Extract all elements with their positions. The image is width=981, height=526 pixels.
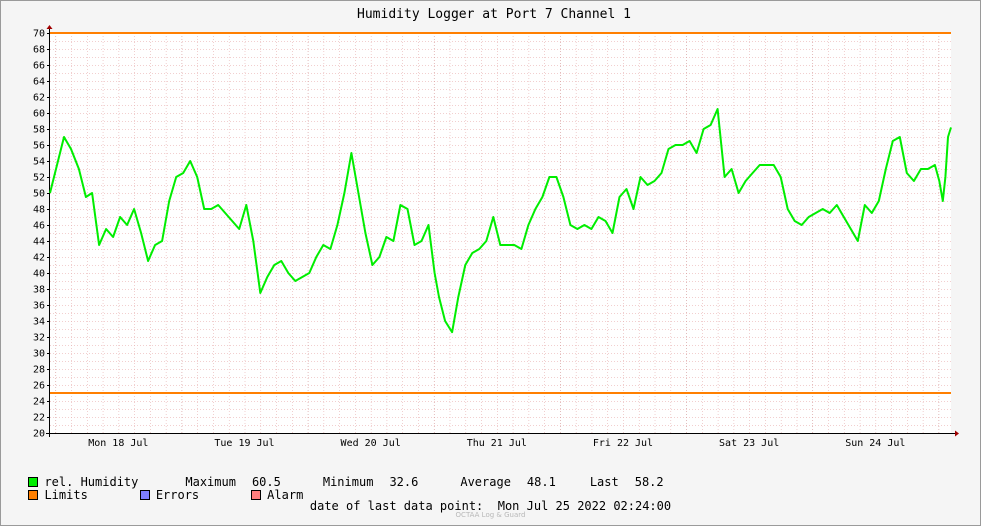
y-tick-label: 30 <box>33 349 45 360</box>
alarm-swatch-icon <box>251 490 262 500</box>
y-tick-label: 26 <box>33 381 45 392</box>
y-tick-label: 64 <box>33 77 45 88</box>
y-tick-label: 66 <box>33 61 45 72</box>
x-tick-label: Sat 23 Jul <box>719 438 779 449</box>
y-tick-label: 34 <box>33 317 45 328</box>
maximum-value: 60.5 <box>251 475 281 489</box>
x-tick-label: Mon 18 Jul <box>88 438 148 449</box>
limits-swatch-icon <box>28 490 39 500</box>
x-tick-label: Tue 19 Jul <box>214 438 274 449</box>
credit-text: OCTAA Log & Guard <box>455 511 526 519</box>
y-tick-label: 44 <box>33 237 45 248</box>
legend-row-status: Limits Errors Alarm <box>14 476 303 502</box>
y-tick-label: 52 <box>33 173 45 184</box>
y-tick-label: 54 <box>33 157 45 168</box>
y-tick-label: 28 <box>33 365 45 376</box>
chart-title: Humidity Logger at Port 7 Channel 1 <box>357 7 631 22</box>
errors-swatch-icon <box>139 490 150 500</box>
last-point-label: date of last data point: <box>309 499 484 513</box>
y-tick-label: 24 <box>33 397 45 408</box>
limit-lines <box>50 32 951 394</box>
limits-label: Limits <box>44 488 88 502</box>
y-tick-label: 36 <box>33 301 45 312</box>
y-tick-label: 68 <box>33 45 45 56</box>
y-tick-label: 40 <box>33 269 45 280</box>
legend-row-stats: rel. Humidity Maximum 60.5 Minimum 32.6 Avera… <box>14 463 664 489</box>
maximum-label: Maximum <box>185 475 236 489</box>
y-tick-label: 32 <box>33 333 45 344</box>
errors-label: Errors <box>155 488 200 502</box>
humidity-series-line <box>49 108 952 334</box>
x-axis-arrow-icon <box>955 430 959 437</box>
alarm-label: Alarm <box>267 488 304 502</box>
minimum-value: 32.6 <box>389 475 419 489</box>
y-axis-arrow-icon <box>46 25 53 29</box>
last-label: Last <box>589 475 619 489</box>
series-layer <box>49 108 952 334</box>
last-data-point: date of last data point: Mon Jul 25 2022… <box>0 499 981 513</box>
y-axis-ticks: 20 22 24 26 28 30 32 34 36 38 40 42 44 46 48 50 52 54 56 58… <box>33 29 50 440</box>
x-tick-label: Thu 21 Jul <box>467 438 527 449</box>
y-tick-label: 20 <box>33 429 45 440</box>
y-tick-label: 42 <box>33 253 45 264</box>
humidity-swatch-icon <box>28 477 39 487</box>
x-tick-label: Fri 22 Jul <box>593 438 653 449</box>
y-tick-label: 46 <box>33 221 45 232</box>
x-tick-label: Wed 20 Jul <box>341 438 401 449</box>
average-label: Average <box>460 475 511 489</box>
x-tick-label: Sun 24 Jul <box>845 438 905 449</box>
x-axis-ticks: Mon 18 Jul Tue 19 Jul Wed 20 Jul Thu 21 Jul… <box>88 438 905 449</box>
y-tick-label: 48 <box>33 205 45 216</box>
minimum-label: Minimum <box>322 475 374 489</box>
y-tick-label: 56 <box>33 141 45 152</box>
y-tick-label: 60 <box>33 109 45 120</box>
y-tick-label: 58 <box>33 125 45 136</box>
plot-area <box>50 33 951 433</box>
average-value: 48.1 <box>526 475 556 489</box>
last-point-value: Mon Jul 25 2022 02:24:00 <box>497 499 672 513</box>
y-tick-label: 50 <box>33 189 45 200</box>
legend-series-label: rel. Humidity <box>44 475 139 489</box>
grid <box>50 33 951 433</box>
last-value: 58.2 <box>634 475 664 489</box>
y-tick-label: 38 <box>33 285 45 296</box>
y-tick-label: 70 <box>33 29 45 40</box>
y-tick-label: 62 <box>33 93 45 104</box>
y-tick-label: 22 <box>33 413 45 424</box>
